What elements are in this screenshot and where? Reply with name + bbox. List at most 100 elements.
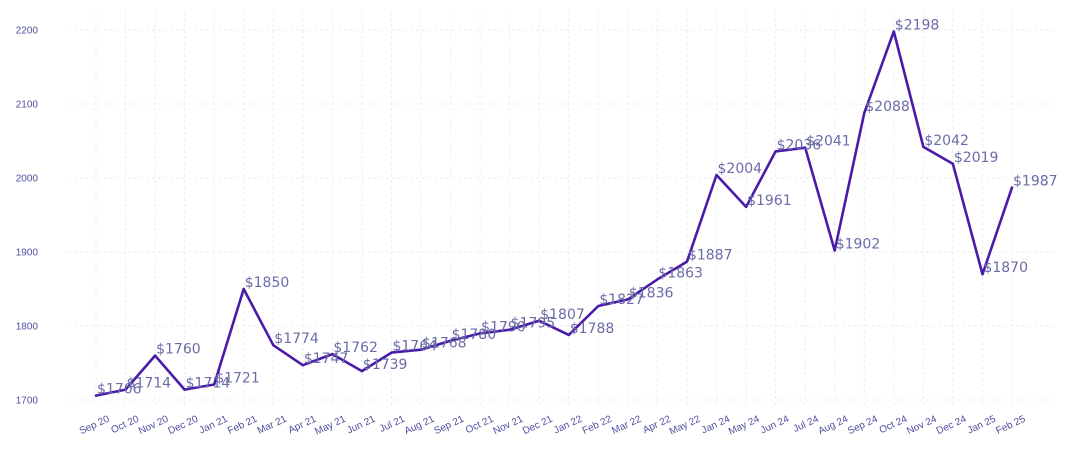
x-tick-label: Feb 21: [226, 414, 259, 437]
data-labels: $1706$1714$1760$1714$1721$1850$1774$1747…: [97, 17, 1058, 397]
x-tick-label: Nov 24: [905, 414, 939, 438]
data-point: [360, 369, 364, 373]
x-tick-label: Dec 20: [167, 414, 201, 438]
data-point: [449, 339, 452, 342]
data-point: [981, 273, 984, 276]
x-tick-label: Nov 21: [492, 414, 526, 438]
data-point: [1010, 186, 1014, 189]
data-point: [242, 287, 245, 291]
data-label: $1887: [688, 248, 733, 264]
data-label: $2041: [806, 134, 851, 150]
data-point: [922, 145, 925, 149]
data-label: $1902: [836, 237, 881, 253]
data-point: [833, 249, 836, 252]
x-tick-label: Sep 24: [846, 414, 880, 438]
data-label: $2036: [777, 137, 822, 153]
x-tick-label: Jun 24: [759, 414, 791, 437]
data-point: [508, 328, 511, 331]
data-label: $1764: [392, 339, 437, 355]
data-label: $1747: [304, 351, 349, 367]
data-label: $1760: [156, 342, 201, 358]
data-label: $1836: [629, 285, 674, 301]
x-tick-label: Feb 25: [994, 414, 1027, 437]
data-label: $1870: [983, 260, 1028, 276]
data-point: [715, 173, 718, 177]
series-line-group: [94, 30, 1014, 397]
data-point: [124, 388, 127, 391]
y-tick-label: 1800: [16, 322, 39, 333]
x-tick-label: Mar 22: [610, 414, 643, 437]
x-tick-label: Jan 24: [700, 414, 732, 437]
data-label: $1807: [540, 307, 585, 323]
y-axis-ticks: 1700 1800 1900 2000 2100 2200: [16, 26, 39, 407]
data-point: [597, 304, 600, 308]
data-label: $2042: [924, 133, 969, 149]
x-tick-label: Oct 20: [109, 414, 141, 437]
x-tick-label: May 21: [313, 414, 348, 438]
data-point: [301, 364, 305, 367]
x-tick-label: Jan 21: [198, 414, 230, 437]
data-point: [538, 319, 541, 323]
data-point: [774, 150, 777, 153]
x-tick-label: Jul 21: [378, 414, 407, 435]
y-tick-label: 2000: [16, 174, 39, 185]
x-tick-label: Apr 22: [641, 414, 673, 437]
data-label: $2198: [895, 17, 940, 33]
x-tick-label: Dec 21: [521, 414, 555, 438]
data-label: $1768: [422, 336, 467, 352]
data-label: $1788: [570, 321, 615, 337]
data-point: [331, 352, 334, 356]
x-tick-label: Aug 24: [817, 414, 851, 438]
data-label: $1714: [186, 376, 231, 392]
data-point: [567, 333, 570, 337]
data-label: $2019: [954, 150, 999, 166]
data-label: $1987: [1013, 174, 1058, 190]
data-label: $1863: [658, 265, 703, 281]
data-label: $1790: [481, 319, 526, 335]
data-label: $1714: [127, 376, 172, 392]
data-point: [744, 205, 748, 209]
x-tick-label: Jan 25: [966, 414, 998, 437]
x-tick-label: Sep 21: [432, 414, 466, 438]
data-point: [626, 298, 630, 301]
y-tick-label: 2100: [16, 100, 39, 111]
data-point: [951, 162, 955, 166]
data-point: [656, 278, 659, 281]
data-point: [803, 146, 807, 149]
x-tick-label: Nov 20: [137, 414, 171, 438]
data-point: [685, 260, 689, 263]
data-label: $1706: [97, 382, 142, 398]
x-tick-label: May 22: [668, 414, 703, 438]
data-label: $1739: [363, 357, 408, 373]
x-tick-label: Oct 24: [878, 414, 910, 437]
data-point: [153, 354, 157, 357]
data-point: [478, 332, 482, 335]
data-point: [390, 351, 393, 354]
data-point: [94, 394, 98, 397]
grid: [68, 12, 1055, 405]
data-label: $1762: [333, 340, 378, 356]
data-point: [419, 348, 423, 351]
data-point: [212, 383, 216, 386]
x-tick-label: Sep 20: [78, 414, 112, 438]
x-tick-label: Dec 24: [935, 414, 969, 438]
y-tick-label: 1900: [16, 248, 39, 259]
data-point: [892, 30, 896, 33]
data-label: $1795: [511, 316, 556, 332]
x-tick-label: Oct 21: [464, 414, 496, 437]
x-tick-label: Jul 24: [792, 414, 821, 435]
x-tick-label: Aug 21: [403, 414, 437, 438]
x-tick-label: Mar 21: [256, 414, 289, 437]
x-tick-label: Jan 22: [552, 414, 584, 437]
data-label: $1721: [215, 370, 260, 386]
series-line: [94, 30, 1014, 397]
y-tick-label: 2200: [16, 26, 39, 37]
data-label: $2004: [718, 161, 763, 177]
data-label: $2088: [865, 99, 910, 115]
data-label: $1961: [747, 193, 792, 209]
data-point: [863, 111, 866, 115]
data-label: $1774: [274, 331, 319, 347]
data-label: $1780: [452, 327, 497, 343]
